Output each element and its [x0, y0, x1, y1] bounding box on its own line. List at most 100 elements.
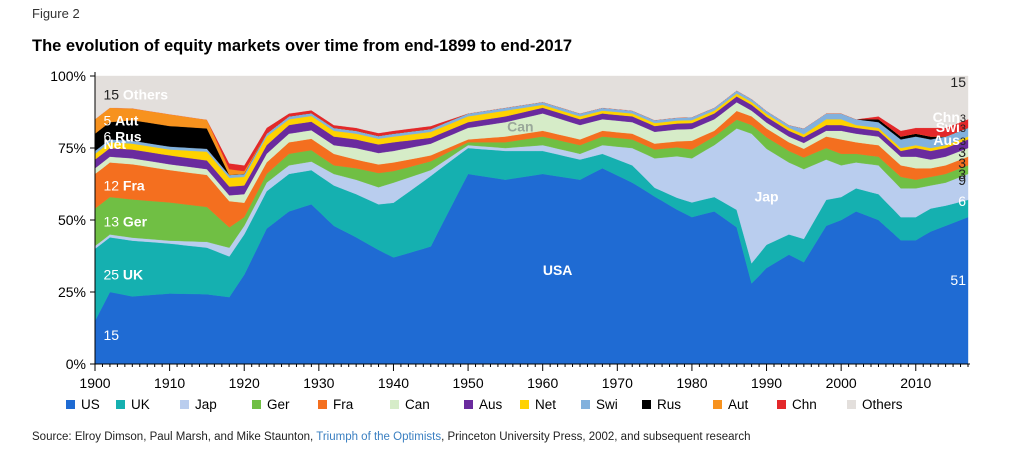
legend-swatch-others [847, 400, 856, 409]
annotation-name: Others [123, 87, 168, 103]
legend-label: Others [862, 397, 903, 412]
x-tick-label: 1960 [527, 375, 558, 391]
area-layers [94, 75, 969, 365]
x-tick-label: 1900 [79, 375, 110, 391]
legend-item-us: US [66, 397, 100, 412]
source-text: Source: Elroy Dimson, Paul Marsh, and Mi… [32, 431, 317, 443]
label-can-right: 3 [958, 144, 966, 160]
annotation-value: 15 [103, 327, 119, 343]
label-can-middle: Can [507, 118, 533, 134]
legend-swatch-chn [777, 400, 786, 409]
chart-title: The evolution of equity markets over tim… [32, 37, 573, 55]
label-ger-left: 13 Ger [103, 213, 147, 229]
annotation-name: Aus [933, 132, 960, 148]
legend-label: Net [535, 397, 556, 412]
annotation-value: 13 [103, 213, 122, 229]
annotation-name: Can [507, 118, 533, 134]
legend-item-swi: Swi [581, 397, 618, 412]
legend-item-aut: Aut [713, 397, 749, 412]
annotation-name: Fra [123, 177, 145, 193]
x-tick-label: 1930 [303, 375, 334, 391]
x-tick-label: 1920 [229, 375, 260, 391]
annotation-value: 25 [103, 267, 122, 283]
label-aus-right: Aus3 [933, 132, 966, 148]
label-chn-right: Chn3 [933, 109, 966, 125]
label-jap-right: 9 [958, 172, 966, 188]
annotation-name: Jap [754, 189, 778, 205]
annotation-value: 15 [950, 74, 966, 90]
y-tick-label: 0% [66, 356, 86, 372]
legend-item-ger: Ger [252, 397, 290, 412]
legend-label: UK [131, 397, 150, 412]
legend-swatch-swi [581, 400, 590, 409]
label-ger-right: 3 [958, 166, 966, 182]
label-us-middle: USA [543, 262, 573, 278]
legend-swatch-uk [116, 400, 125, 409]
legend-label: Can [405, 397, 430, 412]
y-tick-label: 75% [58, 140, 86, 156]
legend-label: Fra [333, 397, 354, 412]
label-fra-right: 3 [958, 155, 966, 171]
legend-label: Aus [479, 397, 503, 412]
legend-label: Swi [596, 397, 618, 412]
label-us-left: 15 [103, 327, 119, 343]
legend-item-rus: Rus [642, 397, 681, 412]
area-others [94, 75, 969, 166]
label-fra-left: 12 Fra [103, 177, 144, 193]
annotation-value: 51 [950, 272, 966, 288]
annotation-value: 5 [103, 113, 115, 129]
legend-label: Ger [267, 397, 290, 412]
legend-swatch-jap [180, 400, 189, 409]
legend-swatch-can [390, 400, 399, 409]
legend: US UK Jap Ger Fra Can Aus Net Swi Rus Aut Chn Others [66, 397, 903, 412]
source-text-tail: , Princeton University Press, 2002, and … [441, 431, 751, 443]
annotation-name: Ger [123, 213, 148, 229]
legend-item-chn: Chn [777, 397, 817, 412]
legend-item-others: Others [847, 397, 903, 412]
legend-label: Chn [792, 397, 817, 412]
annotation-name: Chn [933, 109, 960, 125]
x-tick-label: 2000 [826, 375, 857, 391]
annotation-value: 9 [958, 172, 966, 188]
annotation-value: 3 [960, 136, 966, 148]
y-tick-label: 50% [58, 212, 86, 228]
source-note: Source: Elroy Dimson, Paul Marsh, and Mi… [32, 431, 750, 443]
annotation-name: Rus [115, 128, 142, 144]
legend-label: Jap [195, 397, 217, 412]
annotation-value: 3 [960, 123, 966, 135]
y-tick-label: 100% [50, 68, 86, 84]
x-tick-label: 2010 [900, 375, 931, 391]
label-others-right: 15 [950, 74, 966, 90]
label-uk-left: 25 UK [103, 267, 143, 283]
legend-item-net: Net [520, 397, 556, 412]
annotation-name: Aut [115, 113, 139, 129]
annotation-name: Swi [936, 119, 960, 135]
legend-swatch-aut [713, 400, 722, 409]
x-tick-label: 1990 [751, 375, 782, 391]
annotation-value: 12 [103, 177, 122, 193]
annotation-value: 3 [958, 155, 966, 171]
label-net-left: Net [103, 136, 126, 152]
label-us-right: 51 [950, 272, 966, 288]
annotation-value: 3 [958, 144, 966, 160]
annotation-value: 15 [103, 87, 122, 103]
label-rus-left: 6 Rus [103, 128, 141, 144]
legend-swatch-fra [318, 400, 327, 409]
x-tick-label: 1940 [378, 375, 409, 391]
legend-swatch-net [520, 400, 529, 409]
annotation-value: 6 [958, 193, 966, 209]
x-tick-label: 1970 [602, 375, 633, 391]
label-uk-right: 6 [958, 193, 966, 209]
annotation-value: 3 [960, 113, 966, 125]
annotation-name: USA [543, 262, 573, 278]
legend-swatch-rus [642, 400, 651, 409]
legend-item-jap: Jap [180, 397, 217, 412]
annotation-name: Net [103, 136, 126, 152]
x-tick-label: 1980 [676, 375, 707, 391]
legend-item-fra: Fra [318, 397, 354, 412]
legend-swatch-us [66, 400, 75, 409]
legend-label: US [81, 397, 100, 412]
label-aut-left: 5 Aut [103, 113, 138, 129]
source-book-link[interactable]: Triumph of the Optimists [316, 431, 442, 443]
